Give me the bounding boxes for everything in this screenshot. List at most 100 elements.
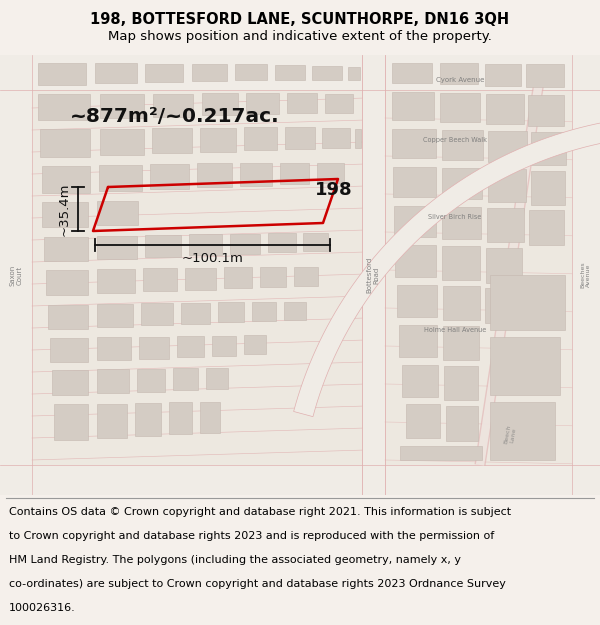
Bar xyxy=(95,63,137,83)
Bar xyxy=(42,202,88,227)
Bar xyxy=(212,336,236,356)
Bar xyxy=(0,465,600,495)
Bar xyxy=(97,337,131,360)
Text: Copper Beech Walk: Copper Beech Walk xyxy=(423,137,487,143)
Bar xyxy=(442,168,482,199)
Text: co-ordinates) are subject to Crown copyright and database rights 2023 Ordnance S: co-ordinates) are subject to Crown copyr… xyxy=(9,579,506,589)
Bar xyxy=(294,267,318,286)
Bar xyxy=(181,303,210,324)
Bar xyxy=(529,210,564,245)
Bar xyxy=(531,171,565,205)
Bar xyxy=(443,326,479,360)
Bar xyxy=(442,130,483,160)
Bar xyxy=(173,368,198,390)
Text: Beeches
Avenue: Beeches Avenue xyxy=(581,262,592,288)
Bar xyxy=(394,206,436,237)
Bar xyxy=(486,248,522,283)
Bar xyxy=(38,94,90,120)
Bar xyxy=(287,93,317,113)
Bar xyxy=(485,288,520,323)
Bar xyxy=(100,94,144,118)
Text: Cyork Avenue: Cyork Avenue xyxy=(436,77,484,83)
Bar xyxy=(200,128,236,152)
Bar xyxy=(392,129,436,158)
Text: ~35.4m: ~35.4m xyxy=(58,182,71,236)
Bar xyxy=(392,63,432,83)
Bar xyxy=(44,237,88,261)
Bar xyxy=(275,65,305,80)
Bar xyxy=(152,128,192,153)
Bar xyxy=(143,268,177,291)
Bar xyxy=(192,64,227,81)
Text: Saxon
Court: Saxon Court xyxy=(10,264,23,286)
Bar xyxy=(362,55,385,495)
Bar xyxy=(218,302,244,322)
Text: Silver Birch Rise: Silver Birch Rise xyxy=(428,214,482,220)
Bar xyxy=(150,164,189,189)
Bar xyxy=(285,127,315,149)
Bar xyxy=(395,245,436,277)
Bar xyxy=(202,93,238,115)
Bar xyxy=(200,402,220,433)
Text: Holme Hall Avenue: Holme Hall Avenue xyxy=(424,327,486,333)
Bar xyxy=(528,95,564,126)
Text: Map shows position and indicative extent of the property.: Map shows position and indicative extent… xyxy=(108,30,492,43)
Bar xyxy=(488,169,526,202)
Bar xyxy=(145,235,181,257)
Bar xyxy=(325,94,353,113)
Bar xyxy=(244,127,277,150)
Bar xyxy=(189,234,222,255)
Bar xyxy=(100,129,144,155)
Bar xyxy=(145,64,183,82)
Text: Contains OS data © Crown copyright and database right 2021. This information is : Contains OS data © Crown copyright and d… xyxy=(9,507,511,517)
Bar xyxy=(252,302,276,321)
Bar xyxy=(97,269,135,293)
Bar xyxy=(137,369,165,392)
Bar xyxy=(169,402,192,434)
Bar xyxy=(246,93,279,114)
Bar xyxy=(224,267,252,288)
Bar xyxy=(0,55,32,495)
Bar xyxy=(393,167,436,197)
Bar xyxy=(153,94,193,117)
Bar xyxy=(317,163,344,183)
Bar xyxy=(444,366,478,400)
Bar xyxy=(97,201,138,225)
Bar xyxy=(50,338,88,362)
Bar xyxy=(402,365,438,397)
Bar xyxy=(312,66,342,80)
Bar xyxy=(197,163,232,187)
Text: Bottesford
Road: Bottesford Road xyxy=(367,257,380,293)
Bar xyxy=(406,404,440,438)
Bar xyxy=(244,335,266,354)
Bar xyxy=(54,404,88,440)
Bar xyxy=(48,305,88,329)
Bar xyxy=(526,64,564,87)
Bar xyxy=(440,63,478,84)
Bar xyxy=(139,337,169,359)
Bar xyxy=(490,337,560,395)
Bar xyxy=(97,369,129,393)
Bar xyxy=(135,403,161,436)
Bar xyxy=(46,270,88,295)
Bar xyxy=(177,336,204,357)
Bar xyxy=(531,132,566,165)
Bar xyxy=(490,275,565,330)
Bar xyxy=(399,325,437,357)
Bar xyxy=(442,246,480,280)
Bar xyxy=(348,67,360,80)
Bar xyxy=(488,131,527,162)
Bar xyxy=(355,129,361,148)
Bar xyxy=(322,128,350,148)
Bar xyxy=(487,208,524,242)
Bar xyxy=(490,402,555,460)
Text: to Crown copyright and database rights 2023 and is reproduced with the permissio: to Crown copyright and database rights 2… xyxy=(9,531,494,541)
Bar xyxy=(206,368,228,389)
Bar xyxy=(446,406,478,441)
Bar xyxy=(303,233,328,251)
Bar xyxy=(442,207,481,239)
Bar xyxy=(99,165,142,191)
Bar xyxy=(97,236,137,259)
Bar xyxy=(440,93,480,122)
Bar xyxy=(97,404,127,438)
